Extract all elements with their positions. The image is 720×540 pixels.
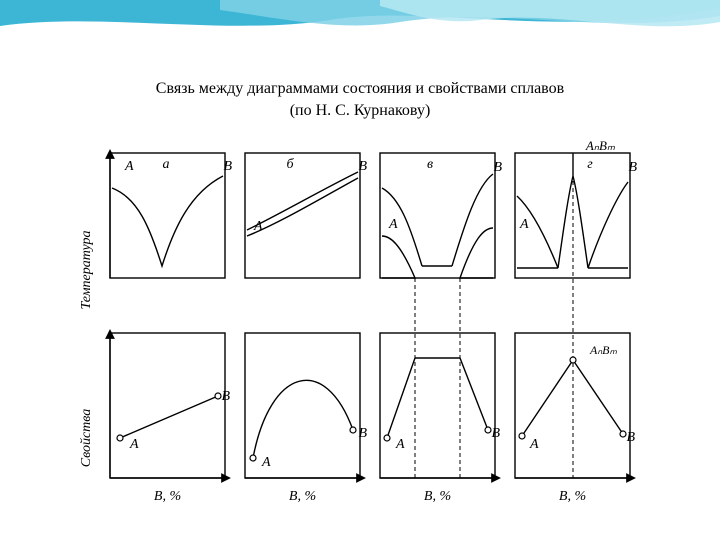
svg-text:B: B	[491, 426, 500, 441]
slide-title: Связь между диаграммами состояния и свой…	[0, 78, 720, 121]
svg-text:A: A	[129, 437, 139, 452]
svg-text:г: г	[587, 157, 593, 172]
svg-text:B: B	[493, 160, 502, 175]
svg-text:B, %: B, %	[559, 489, 586, 504]
svg-text:B, %: B, %	[424, 489, 451, 504]
svg-text:в: в	[427, 157, 433, 172]
svg-text:Температура: Температура	[79, 230, 94, 309]
svg-text:AₙBₘ: AₙBₘ	[585, 138, 616, 153]
title-line-1: Связь между диаграммами состояния и свой…	[0, 78, 720, 100]
svg-text:б: б	[286, 157, 294, 172]
wave-3	[380, 0, 720, 26]
svg-text:Свойства: Свойства	[79, 409, 94, 468]
title-line-2: (по Н. С. Курнакову)	[0, 100, 720, 122]
svg-text:A: A	[519, 217, 529, 232]
svg-text:B, %: B, %	[289, 489, 316, 504]
svg-text:B: B	[221, 389, 230, 404]
svg-text:AₙBₘ: AₙBₘ	[589, 343, 617, 357]
svg-text:A: A	[388, 217, 398, 232]
top-banner	[0, 0, 720, 36]
svg-text:A: A	[124, 159, 134, 174]
svg-text:B: B	[223, 159, 232, 174]
svg-text:а: а	[163, 157, 170, 172]
kurnakov-figure: Температура Свойства A Bа A Bб A Bв A Bг AₙBₘ A B B, …	[70, 138, 650, 518]
svg-text:B, %: B, %	[154, 489, 181, 504]
svg-text:A: A	[261, 455, 271, 470]
svg-text:B: B	[358, 426, 367, 441]
svg-text:A: A	[529, 437, 539, 452]
svg-text:B: B	[358, 159, 367, 174]
svg-text:A: A	[253, 219, 263, 234]
svg-text:B: B	[626, 430, 635, 445]
svg-text:A: A	[395, 437, 405, 452]
svg-text:B: B	[628, 160, 637, 175]
